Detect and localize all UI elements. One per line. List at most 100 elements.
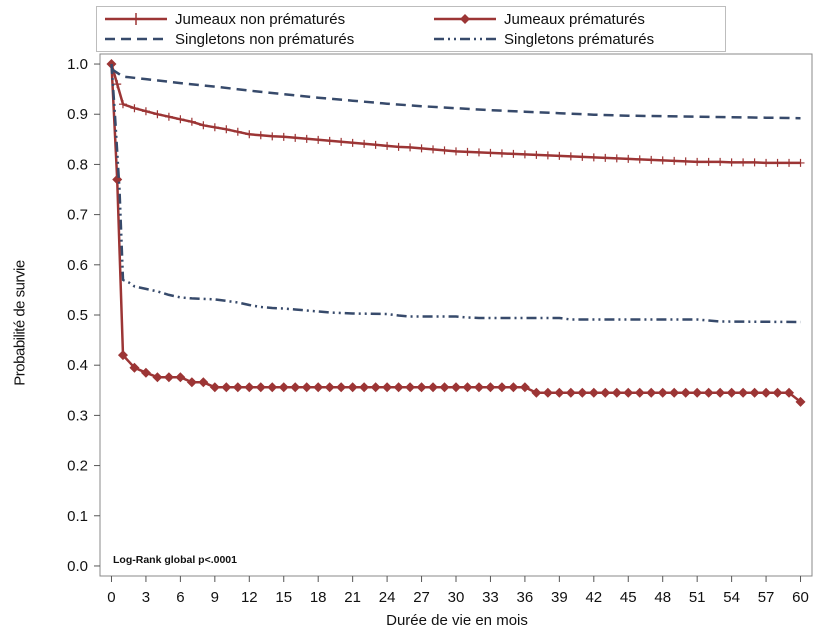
- series-1-point: [612, 154, 621, 163]
- series-2-point: [496, 382, 507, 393]
- series-2-point: [646, 387, 657, 398]
- series-1-point: [153, 110, 162, 119]
- series-1-point: [624, 154, 633, 163]
- series-1-point: [497, 149, 506, 158]
- series-1-point: [520, 150, 529, 159]
- x-tick-label: 48: [654, 589, 671, 606]
- series-2-point: [221, 382, 232, 393]
- series-2-point: [634, 387, 645, 398]
- series-1-point: [555, 151, 564, 160]
- series-1-point: [371, 140, 380, 149]
- series-2-point: [232, 382, 243, 393]
- axis-ticks: 0.00.10.20.30.40.50.60.70.80.91.00 3 6 9 12 1…: [67, 56, 809, 606]
- y-tick-label: 0.0: [67, 558, 88, 575]
- series-1-point: [337, 137, 346, 146]
- series-1-point: [130, 104, 139, 113]
- series-4-line: [110, 63, 801, 324]
- legend-swatch-dashdot: [434, 37, 496, 41]
- series-2-point: [393, 382, 404, 393]
- series-2-point: [749, 387, 760, 398]
- x-tick-label: 33: [482, 589, 499, 606]
- series-1-point: [474, 148, 483, 157]
- series-1-point: [210, 123, 219, 132]
- series-1-point: [302, 134, 311, 143]
- series-1-point: [463, 147, 472, 156]
- series-1-point: [394, 142, 403, 151]
- y-tick-label: 0.3: [67, 407, 88, 424]
- series-1-point: [681, 157, 690, 166]
- series-2-point: [761, 387, 772, 398]
- x-tick-label: 57: [758, 589, 775, 606]
- series-1-point: [314, 135, 323, 144]
- series-2-point: [772, 387, 783, 398]
- series-2-point: [519, 382, 530, 393]
- series-2-point: [680, 387, 691, 398]
- series-2-point: [588, 387, 599, 398]
- series-1-point: [113, 80, 122, 89]
- series-1-point: [383, 141, 392, 150]
- logrank-annotation: Log-Rank global p<.0001: [113, 554, 237, 566]
- series-2-point: [313, 382, 324, 393]
- series-1-point: [716, 157, 725, 166]
- series-2-point: [347, 382, 358, 393]
- x-tick-label: 36: [517, 589, 534, 606]
- legend-swatch-solid-diamond: [434, 14, 496, 24]
- series-2-point: [324, 382, 335, 393]
- series-1-point: [704, 157, 713, 166]
- series-1-point: [176, 115, 185, 124]
- series-2-point: [175, 372, 186, 383]
- series-2-point: [611, 387, 622, 398]
- y-tick-label: 0.5: [67, 307, 88, 324]
- series-1-point: [578, 152, 587, 161]
- series-1-point: [440, 146, 449, 155]
- y-tick-label: 0.9: [67, 106, 88, 123]
- series-2-point: [140, 367, 151, 378]
- series-2-point: [416, 382, 427, 393]
- series-2-point: [657, 387, 668, 398]
- series-1-point: [658, 156, 667, 165]
- series-2-point: [255, 382, 266, 393]
- legend-label: Jumeaux prématurés: [504, 10, 645, 28]
- y-tick-label: 0.8: [67, 156, 88, 173]
- series-1-point: [762, 158, 771, 167]
- x-tick-label: 3: [142, 589, 150, 606]
- x-tick-label: 21: [344, 589, 361, 606]
- series-2-line: [110, 63, 802, 403]
- series-2-point: [462, 382, 473, 393]
- series-2-point: [117, 350, 128, 361]
- x-tick-label: 24: [379, 589, 396, 606]
- x-tick-label: 60: [792, 589, 809, 606]
- series-2-point: [129, 362, 140, 373]
- series-2-point: [439, 382, 450, 393]
- y-tick-label: 0.7: [67, 207, 88, 224]
- series-1-point: [693, 157, 702, 166]
- x-tick-label: 15: [275, 589, 292, 606]
- series-2-point: [405, 382, 416, 393]
- legend-item-jumeaux-non-prematures: Jumeaux non prématurés: [103, 9, 345, 29]
- series-2-point: [451, 382, 461, 393]
- x-tick-label: 27: [413, 589, 430, 606]
- plot-frame: [99, 53, 813, 577]
- series-1-point: [486, 148, 495, 157]
- series-2-point: [738, 387, 749, 398]
- series-2-point: [784, 387, 795, 398]
- series-1-point: [635, 155, 644, 164]
- y-tick-label: 1.0: [67, 56, 88, 73]
- series-2-point: [508, 382, 519, 393]
- series-1-point: [796, 158, 805, 167]
- legend-label: Jumeaux non prématurés: [175, 10, 346, 28]
- legend-item-jumeaux-prematures: Jumeaux prématurés: [432, 9, 645, 29]
- series-layer: [106, 59, 806, 407]
- series-2-point: [715, 387, 726, 398]
- series-2-point: [198, 377, 209, 388]
- series-2-point: [152, 372, 163, 383]
- series-2-point: [278, 382, 289, 393]
- x-tick-label: 30: [448, 589, 465, 606]
- series-1-point: [739, 158, 748, 167]
- series-1-point: [647, 155, 656, 164]
- series-2-point: [301, 382, 312, 393]
- series-1-point: [566, 152, 575, 161]
- series-2-point: [623, 387, 634, 398]
- series-2-point: [382, 382, 393, 393]
